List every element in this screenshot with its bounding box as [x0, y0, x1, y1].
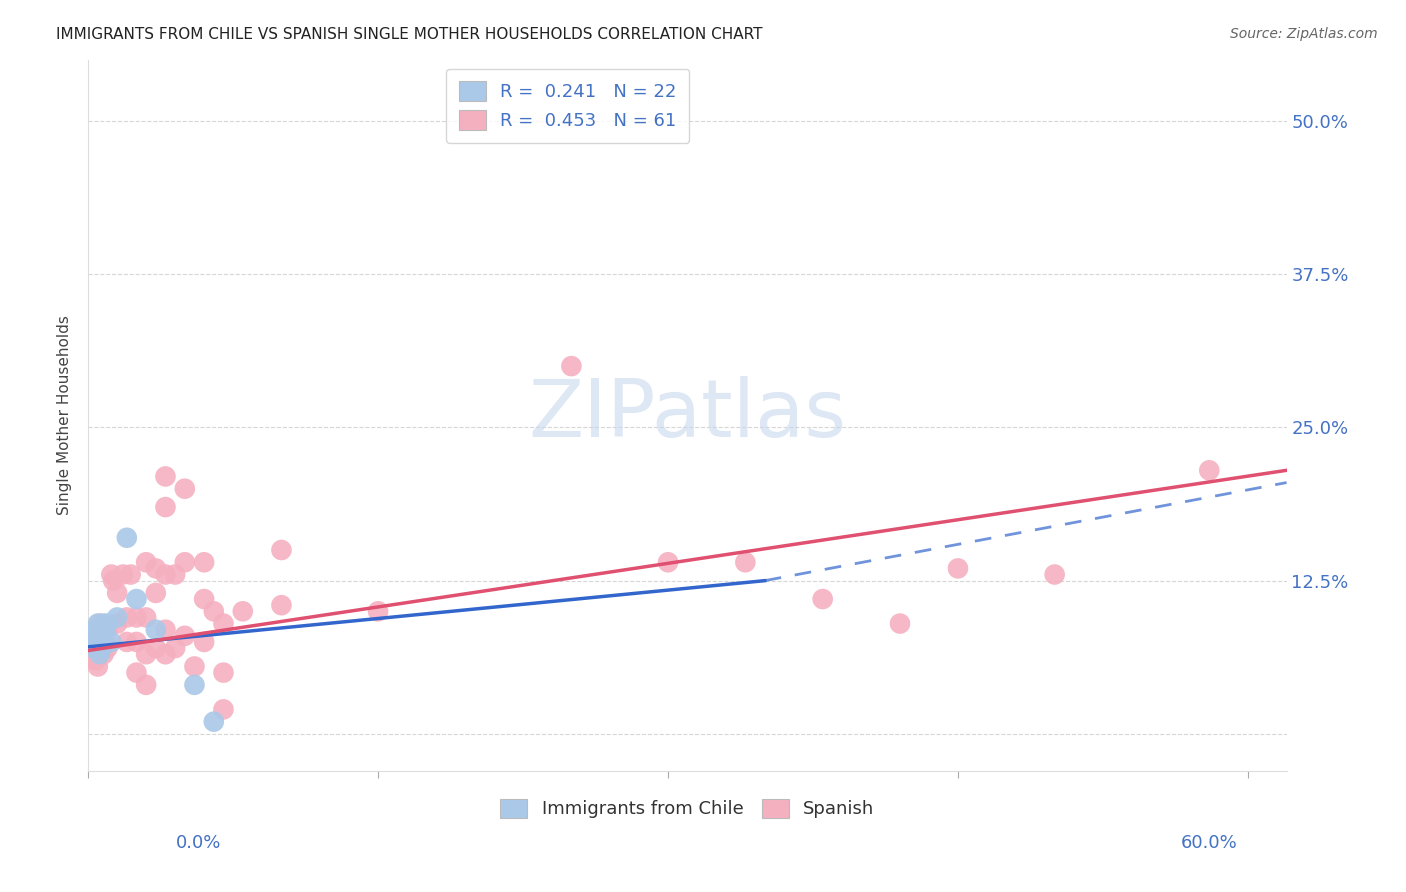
Point	[84, 629, 107, 643]
Point	[270, 543, 292, 558]
Point	[135, 555, 157, 569]
Point	[93, 616, 115, 631]
Point	[100, 567, 122, 582]
Point	[96, 623, 118, 637]
Point	[89, 623, 111, 637]
Point	[165, 641, 187, 656]
Point	[84, 623, 107, 637]
Point	[560, 359, 582, 373]
Point	[120, 567, 142, 582]
Point	[94, 623, 117, 637]
Point	[734, 555, 756, 569]
Point	[111, 567, 134, 582]
Point	[155, 500, 177, 514]
Point	[125, 635, 148, 649]
Point	[165, 567, 187, 582]
Point	[125, 665, 148, 680]
Point	[811, 592, 834, 607]
Point	[84, 635, 107, 649]
Point	[212, 702, 235, 716]
Point	[946, 561, 969, 575]
Point	[155, 469, 177, 483]
Point	[193, 555, 215, 569]
Point	[115, 635, 138, 649]
Point	[173, 629, 195, 643]
Point	[89, 616, 111, 631]
Text: 0.0%: 0.0%	[176, 834, 221, 852]
Point	[135, 678, 157, 692]
Point	[193, 635, 215, 649]
Point	[96, 641, 118, 656]
Point	[105, 586, 128, 600]
Point	[115, 531, 138, 545]
Point	[145, 586, 167, 600]
Point	[94, 635, 117, 649]
Point	[90, 641, 112, 656]
Text: IMMIGRANTS FROM CHILE VS SPANISH SINGLE MOTHER HOUSEHOLDS CORRELATION CHART: IMMIGRANTS FROM CHILE VS SPANISH SINGLE …	[56, 27, 762, 42]
Point	[155, 567, 177, 582]
Point	[173, 555, 195, 569]
Point	[87, 635, 110, 649]
Point	[202, 604, 225, 618]
Point	[202, 714, 225, 729]
Point	[193, 592, 215, 607]
Point	[173, 482, 195, 496]
Point	[103, 574, 125, 588]
Point	[84, 653, 107, 667]
Point	[105, 610, 128, 624]
Point	[89, 647, 111, 661]
Point	[155, 647, 177, 661]
Point	[90, 641, 112, 656]
Point	[1043, 567, 1066, 582]
Point	[270, 598, 292, 612]
Legend: Immigrants from Chile, Spanish: Immigrants from Chile, Spanish	[494, 791, 882, 826]
Point	[125, 592, 148, 607]
Text: ZIPatlas: ZIPatlas	[529, 376, 846, 454]
Text: 60.0%: 60.0%	[1181, 834, 1237, 852]
Point	[115, 610, 138, 624]
Point	[155, 623, 177, 637]
Point	[183, 659, 205, 673]
Point	[96, 616, 118, 631]
Point	[657, 555, 679, 569]
Point	[105, 616, 128, 631]
Point	[367, 604, 389, 618]
Point	[135, 647, 157, 661]
Text: Source: ZipAtlas.com: Source: ZipAtlas.com	[1230, 27, 1378, 41]
Point	[87, 635, 110, 649]
Point	[1198, 463, 1220, 477]
Point	[232, 604, 254, 618]
Point	[93, 623, 115, 637]
Point	[93, 635, 115, 649]
Point	[83, 641, 105, 656]
Point	[87, 659, 110, 673]
Point	[183, 678, 205, 692]
Point	[80, 635, 103, 649]
Point	[100, 635, 122, 649]
Point	[83, 647, 105, 661]
Y-axis label: Single Mother Households: Single Mother Households	[58, 315, 72, 515]
Point	[145, 641, 167, 656]
Point	[145, 623, 167, 637]
Point	[125, 610, 148, 624]
Point	[889, 616, 911, 631]
Point	[135, 610, 157, 624]
Point	[90, 629, 112, 643]
Point	[87, 616, 110, 631]
Point	[145, 561, 167, 575]
Point	[83, 629, 105, 643]
Point	[80, 641, 103, 656]
Point	[93, 647, 115, 661]
Point	[212, 616, 235, 631]
Point	[212, 665, 235, 680]
